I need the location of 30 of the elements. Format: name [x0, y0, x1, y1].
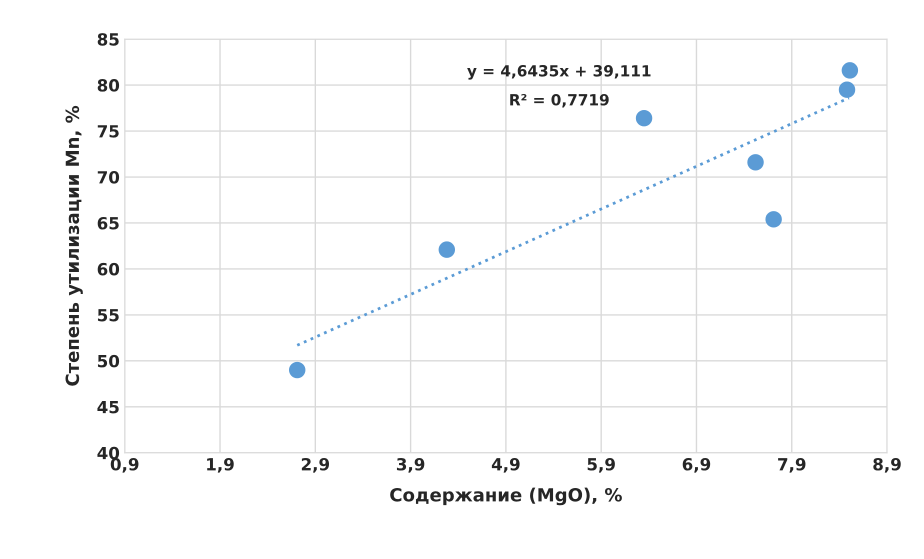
x-tick-label: 7,9: [778, 458, 806, 473]
x-tick-label: 2,9: [302, 458, 330, 473]
x-tick-label: 4,9: [492, 458, 520, 473]
y-tick-label: 55: [98, 309, 119, 322]
annotation: y = 4,6435x + 39,111: [467, 65, 651, 80]
y-tick-label: 50: [98, 354, 120, 368]
point: [747, 154, 764, 171]
y-axis-title: Степень утилизации Mn, %: [66, 106, 83, 386]
y-tick-label: 60: [98, 262, 120, 276]
annotation: R² = 0,7719: [510, 94, 609, 108]
x-tick-label: 8,9: [873, 458, 901, 473]
y-tick-label: 85: [98, 33, 119, 46]
x-tick-label: 0,9: [110, 458, 138, 473]
x-tick-label: 1,9: [207, 458, 234, 473]
point: [838, 81, 856, 98]
y-tick-label: 70: [98, 170, 120, 184]
x-axis-title: Содержание (MgO), %: [390, 488, 622, 506]
x-tick-label: 3,9: [396, 458, 424, 473]
x-tick-label: 5,9: [588, 458, 615, 473]
y-tick-label: 45: [97, 401, 119, 414]
y-tick-label: 80: [98, 79, 120, 92]
y-tick-label: 75: [98, 125, 119, 138]
y-tick-label: 65: [98, 216, 119, 230]
point: [765, 211, 782, 228]
x-tick-label: 6,9: [682, 458, 710, 473]
point: [636, 110, 652, 126]
point: [438, 241, 456, 258]
y-tick-label: 40: [97, 446, 120, 460]
point: [288, 362, 306, 378]
point: [842, 62, 858, 79]
